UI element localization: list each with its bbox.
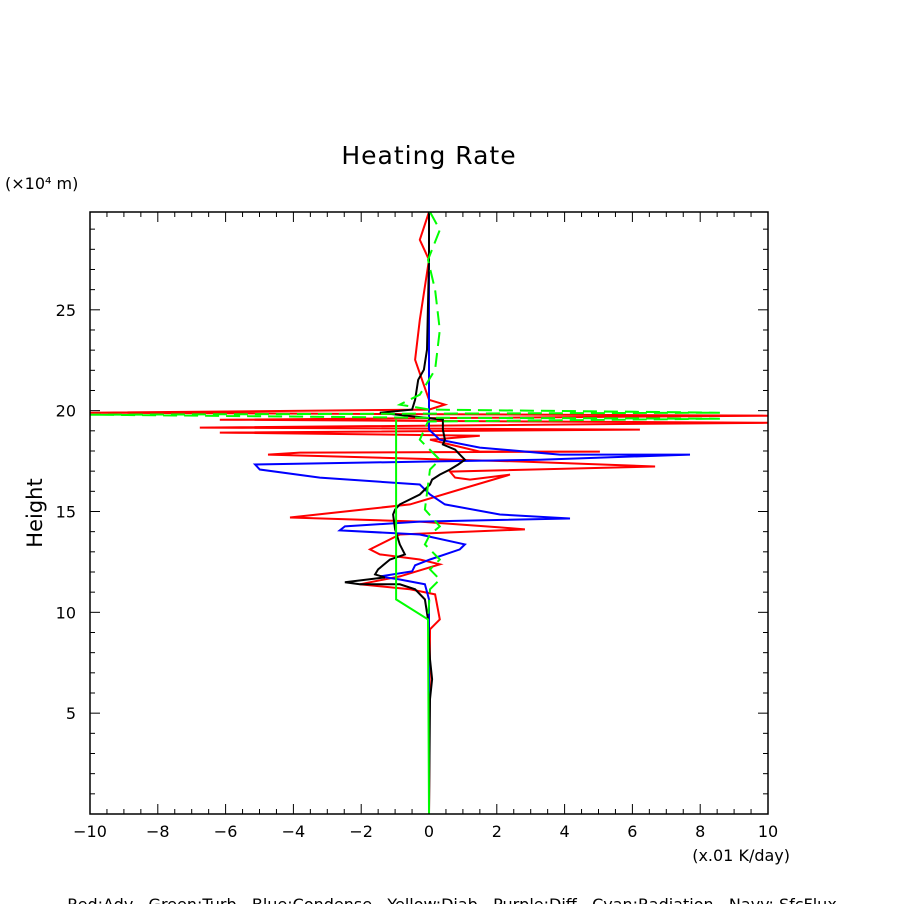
x-tick-label: 6	[627, 822, 637, 841]
y-axis-label: Height	[23, 478, 47, 547]
series-turb-line	[89, 211, 720, 620]
series-adv-line	[89, 211, 769, 815]
y-tick-label: 15	[56, 502, 76, 521]
x-tick-label: −4	[282, 822, 306, 841]
series-condense-line	[252, 212, 691, 740]
chart-title: Heating Rate	[341, 141, 516, 170]
x-tick-label: −8	[146, 822, 170, 841]
x-tick-label: 0	[424, 822, 434, 841]
series-turb-base-line	[395, 419, 430, 815]
series-total-line	[344, 212, 467, 815]
x-tick-label: −6	[214, 822, 238, 841]
x-tick-label: 4	[560, 822, 570, 841]
legend: Red:Adv Green:Turb Blue:Condense Yellow:…	[67, 895, 837, 904]
x-tick-label: −10	[73, 822, 107, 841]
x-tick-label: 8	[695, 822, 705, 841]
y-tick-label: 10	[56, 603, 76, 622]
y-tick-label: 20	[56, 402, 76, 421]
x-tick-label: −2	[349, 822, 373, 841]
x-tick-label: 2	[492, 822, 502, 841]
x-tick-label: 10	[758, 822, 778, 841]
plot-frame	[89, 211, 769, 815]
y-tick-label: 5	[66, 704, 76, 723]
y-unit-label: (×10⁴ m)	[5, 174, 78, 193]
y-tick-label: 25	[56, 301, 76, 320]
x-axis-label: (x.01 K/day)	[692, 846, 790, 865]
